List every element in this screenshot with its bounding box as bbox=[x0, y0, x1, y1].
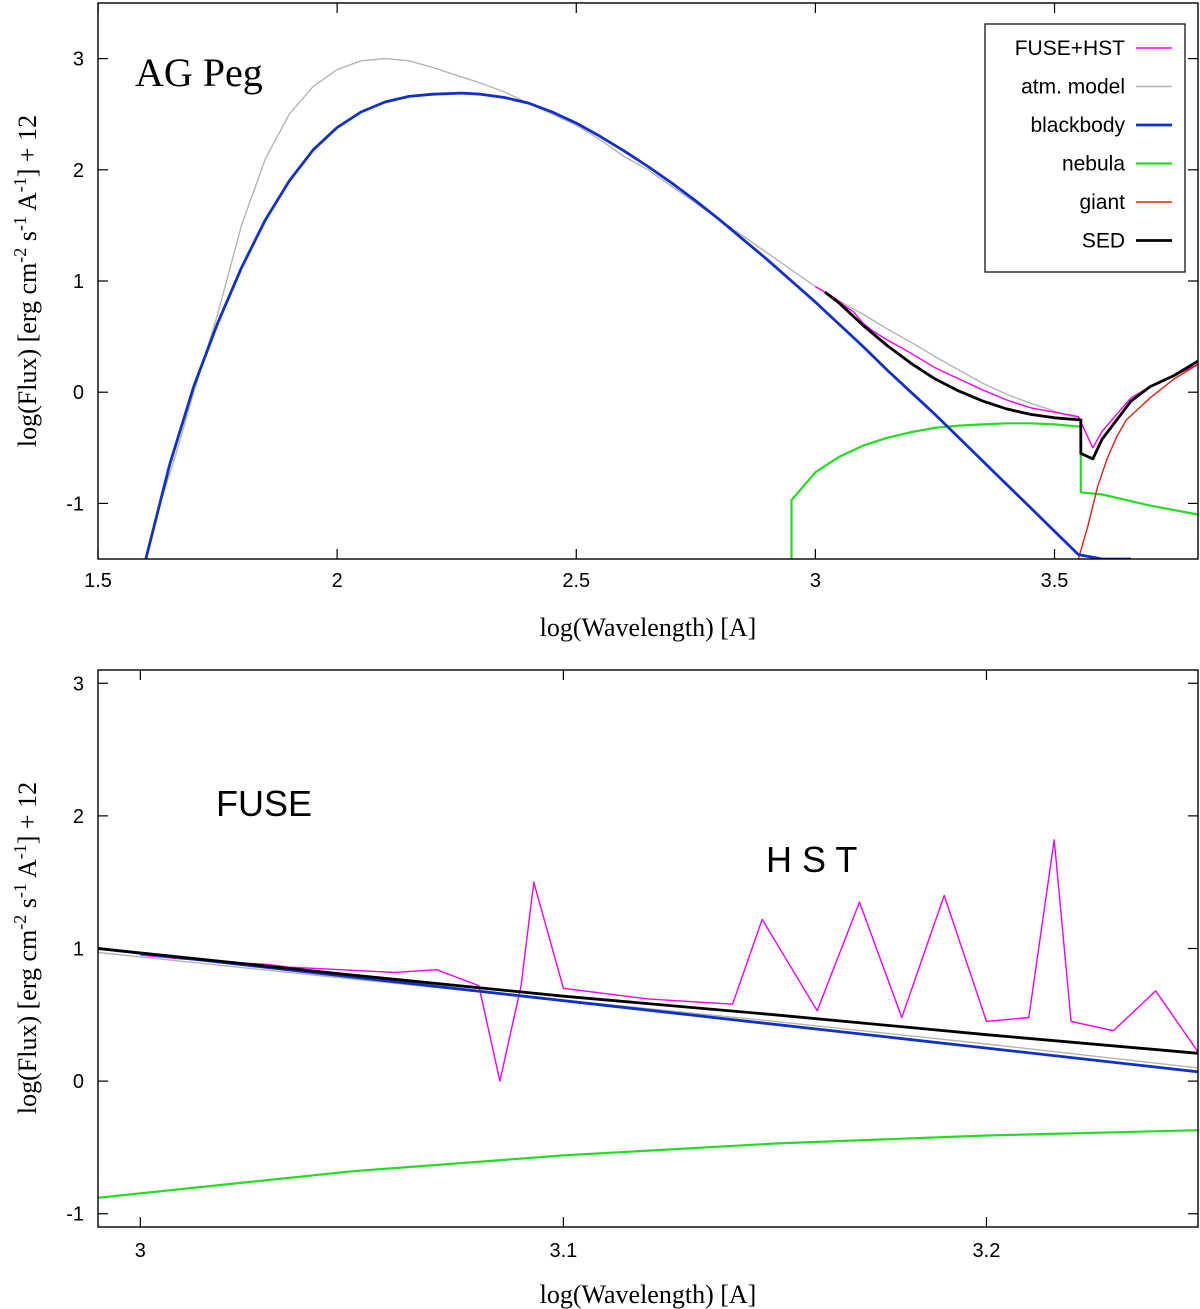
top-x-tick-label: 1.5 bbox=[84, 570, 112, 592]
top-plot-frame bbox=[97, 2, 1199, 560]
bottom-y-tick-label: 2 bbox=[73, 806, 84, 828]
legend-label-fuse-hst: FUSE+HST bbox=[1015, 37, 1125, 60]
top-series-atm-model bbox=[145, 57, 1084, 559]
bottom-y-tick-label: 3 bbox=[73, 673, 84, 695]
bottom-x-tick-label: 3.2 bbox=[973, 1240, 1001, 1262]
top-x-tick-label: 3.5 bbox=[1041, 570, 1069, 592]
panel-bottom: 3 3.1 3.2 -1 0 1 2 3 FUSE H S T log(Wavelength)… bbox=[10, 669, 1199, 1309]
top-series-blackbody bbox=[144, 91, 1131, 559]
top-series-sed bbox=[824, 290, 1198, 461]
bottom-y-tick-label: -1 bbox=[66, 1204, 84, 1226]
bottom-plot-frame bbox=[97, 669, 1199, 1228]
bottom-series-fuse-hst bbox=[140, 839, 1198, 1082]
top-y-tick-label: -1 bbox=[66, 493, 84, 515]
bottom-x-tick-label: 3 bbox=[135, 1240, 146, 1262]
top-y-tick-label: 1 bbox=[73, 271, 84, 293]
legend: FUSE+HST atm. model blackbody nebula giant SE… bbox=[984, 23, 1186, 273]
top-xlabel: log(Wavelength) [A] bbox=[540, 613, 757, 642]
top-x-tick-label: 3 bbox=[810, 570, 821, 592]
legend-box bbox=[984, 23, 1186, 273]
top-x-tick-label: 2.5 bbox=[562, 570, 590, 592]
bottom-y-tick-label: 1 bbox=[73, 939, 84, 961]
legend-label-giant: giant bbox=[1079, 191, 1125, 214]
bottom-xlabel: log(Wavelength) [A] bbox=[540, 1280, 757, 1309]
top-series-giant bbox=[1077, 363, 1198, 559]
top-x-tick-label: 2 bbox=[332, 570, 343, 592]
bottom-series-sed bbox=[98, 947, 1198, 1055]
legend-label-atm-model: atm. model bbox=[1021, 76, 1125, 99]
legend-label-nebula: nebula bbox=[1062, 153, 1125, 176]
legend-label-sed: SED bbox=[1082, 230, 1125, 253]
bottom-x-tick-label: 3.1 bbox=[549, 1240, 577, 1262]
top-y-tick-label: 2 bbox=[73, 160, 84, 182]
top-series-nebula bbox=[790, 422, 1198, 559]
annotation-hst: H S T bbox=[766, 839, 857, 880]
legend-label-blackbody: blackbody bbox=[1030, 114, 1125, 137]
bottom-y-tick-label: 0 bbox=[73, 1071, 84, 1093]
top-panel-title: AG Peg bbox=[135, 50, 263, 95]
bottom-ylabel: log(Flux) [erg cm-2 s-1 A-1] + 12 bbox=[10, 782, 42, 1114]
top-y-tick-label: 3 bbox=[73, 49, 84, 71]
top-y-tick-label: 0 bbox=[73, 382, 84, 404]
top-series-fuse-hst bbox=[815, 285, 1198, 449]
bottom-series-atm-model bbox=[98, 951, 1198, 1069]
annotation-fuse: FUSE bbox=[216, 783, 312, 824]
top-ylabel: log(Flux) [erg cm-2 s-1 A-1] + 12 bbox=[10, 115, 42, 447]
bottom-series-nebula bbox=[98, 1129, 1198, 1199]
panel-top: 1.5 2 2.5 3 3.5 -1 0 1 2 3 AG Peg log(Wavelength)… bbox=[10, 2, 1199, 642]
